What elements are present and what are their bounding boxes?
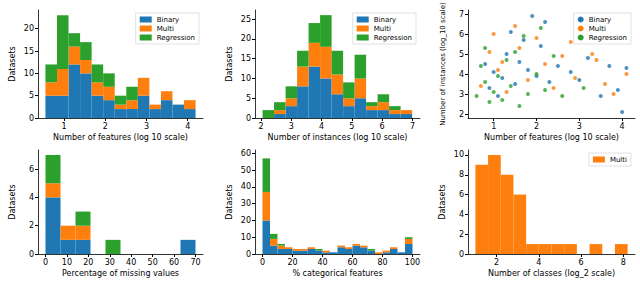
svg-text:Multi: Multi (374, 25, 391, 33)
svg-text:6: 6 (459, 30, 464, 39)
svg-text:0: 0 (246, 250, 251, 259)
svg-text:Regression: Regression (374, 34, 412, 42)
svg-text:4: 4 (319, 122, 324, 131)
svg-text:5: 5 (29, 91, 34, 100)
svg-text:30: 30 (241, 199, 251, 208)
svg-text:0: 0 (29, 114, 34, 123)
svg-text:50: 50 (148, 258, 158, 267)
svg-text:2: 2 (103, 122, 108, 131)
svg-text:2: 2 (29, 221, 34, 230)
svg-text:Number of instances (log_10 sc: Number of instances (log_10 scale) (439, 2, 447, 126)
svg-text:Binary: Binary (589, 16, 612, 24)
svg-text:80: 80 (377, 258, 387, 267)
svg-text:70: 70 (190, 258, 200, 267)
svg-text:40: 40 (241, 182, 251, 191)
svg-text:7: 7 (410, 122, 415, 131)
svg-text:3: 3 (577, 122, 582, 131)
svg-text:30: 30 (105, 258, 115, 267)
svg-text:Number of features (log 10 sca: Number of features (log 10 scale) (484, 133, 619, 142)
svg-text:0: 0 (246, 114, 251, 123)
svg-text:1: 1 (61, 122, 66, 131)
svg-text:20: 20 (241, 216, 251, 225)
svg-text:8: 8 (621, 258, 626, 267)
svg-text:3: 3 (289, 122, 294, 131)
svg-text:50: 50 (241, 166, 251, 175)
svg-text:4: 4 (29, 193, 34, 202)
svg-text:Number of features (log 10 sca: Number of features (log 10 scale) (53, 133, 188, 142)
svg-text:0: 0 (43, 258, 48, 267)
svg-text:25: 25 (241, 15, 251, 24)
svg-text:Multi: Multi (157, 25, 174, 33)
svg-text:4: 4 (459, 210, 464, 219)
svg-text:20: 20 (241, 34, 251, 43)
svg-text:8: 8 (459, 170, 464, 179)
svg-text:60: 60 (347, 258, 357, 267)
svg-text:40: 40 (317, 258, 327, 267)
svg-text:5: 5 (246, 94, 251, 103)
svg-text:0: 0 (29, 250, 34, 259)
svg-text:10: 10 (62, 258, 72, 267)
svg-text:2: 2 (259, 122, 264, 131)
svg-text:Number of classes (log_2 scale: Number of classes (log_2 scale) (488, 269, 615, 278)
svg-text:Datasets: Datasets (438, 184, 447, 220)
svg-text:Datasets: Datasets (8, 184, 17, 220)
svg-text:3: 3 (144, 122, 149, 131)
svg-text:1: 1 (491, 122, 496, 131)
svg-text:4: 4 (459, 70, 464, 79)
svg-text:Datasets: Datasets (225, 46, 234, 82)
svg-text:Multi: Multi (610, 156, 627, 164)
svg-text:6: 6 (459, 190, 464, 199)
svg-text:5: 5 (459, 50, 464, 59)
svg-text:7: 7 (459, 10, 464, 19)
svg-text:15: 15 (241, 54, 251, 63)
svg-text:6: 6 (380, 122, 385, 131)
svg-text:Binary: Binary (157, 16, 180, 24)
svg-text:20: 20 (287, 258, 297, 267)
svg-text:60: 60 (169, 258, 179, 267)
svg-text:2: 2 (459, 230, 464, 239)
svg-text:10: 10 (24, 69, 34, 78)
svg-text:10: 10 (241, 74, 251, 83)
svg-text:15: 15 (24, 47, 34, 56)
svg-text:Multi: Multi (589, 25, 606, 33)
svg-text:Binary: Binary (374, 16, 397, 24)
svg-text:100: 100 (405, 258, 420, 267)
svg-text:5: 5 (349, 122, 354, 131)
svg-text:60: 60 (241, 149, 251, 158)
svg-text:Regression: Regression (157, 34, 195, 42)
svg-text:Datasets: Datasets (8, 46, 17, 82)
svg-text:2: 2 (459, 110, 464, 119)
svg-text:4: 4 (620, 122, 625, 131)
svg-text:10: 10 (241, 233, 251, 242)
svg-text:2: 2 (494, 258, 499, 267)
svg-text:Regression: Regression (589, 34, 627, 42)
svg-text:Percentage of missing values: Percentage of missing values (62, 269, 179, 278)
svg-text:2: 2 (534, 122, 539, 131)
svg-text:3: 3 (459, 90, 464, 99)
svg-text:Number of instances (log 10 sc: Number of instances (log 10 scale) (268, 133, 408, 142)
svg-text:6: 6 (579, 258, 584, 267)
svg-text:6: 6 (29, 165, 34, 174)
svg-text:4: 4 (185, 122, 190, 131)
svg-text:% categorical features: % categorical features (292, 269, 382, 278)
svg-text:40: 40 (126, 258, 136, 267)
svg-text:0: 0 (459, 250, 464, 259)
svg-text:4: 4 (536, 258, 541, 267)
svg-text:10: 10 (454, 150, 464, 159)
svg-text:20: 20 (24, 24, 34, 33)
svg-text:Datasets: Datasets (225, 184, 234, 220)
svg-text:0: 0 (260, 258, 265, 267)
svg-text:20: 20 (83, 258, 93, 267)
